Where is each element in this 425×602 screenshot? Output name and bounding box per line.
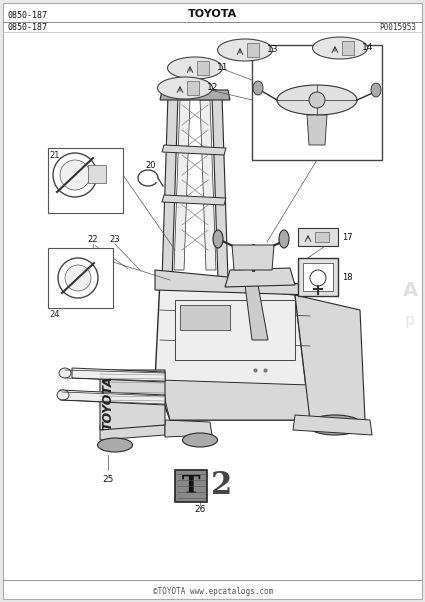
Bar [303,263,333,291]
Bar [197,61,209,75]
Text: 20: 20 [145,161,156,170]
Bar [180,305,230,330]
Ellipse shape [182,433,218,447]
Polygon shape [72,368,165,382]
Text: TOYOTA: TOYOTA [188,9,238,19]
Text: 17: 17 [342,232,353,241]
Ellipse shape [371,83,381,97]
Polygon shape [200,100,216,270]
Text: 21: 21 [49,151,60,160]
Ellipse shape [308,415,363,435]
Text: 14: 14 [362,43,374,52]
Ellipse shape [213,230,223,248]
Text: TOYOTA: TOYOTA [102,376,114,430]
Circle shape [53,153,97,197]
Polygon shape [155,280,310,420]
Bar [252,45,382,160]
Bar [48,148,123,213]
Text: 0850-187: 0850-187 [8,22,48,31]
Polygon shape [162,145,226,155]
Bar [48,248,113,308]
Polygon shape [307,115,327,145]
Circle shape [309,92,325,108]
Bar [247,43,259,57]
Polygon shape [165,420,212,437]
Polygon shape [160,380,310,420]
Text: 0850-187: 0850-187 [8,11,48,20]
Polygon shape [295,295,365,420]
Ellipse shape [312,37,368,59]
Text: P0015953: P0015953 [379,22,416,31]
Polygon shape [60,390,165,405]
Polygon shape [100,370,165,430]
Circle shape [58,258,98,298]
Bar [315,232,329,242]
Text: p: p [405,312,415,327]
Text: 11: 11 [217,63,229,72]
Text: 25: 25 [102,476,113,485]
Text: 24: 24 [49,310,60,319]
Bar [88,165,106,183]
Bar [175,470,207,502]
Polygon shape [155,270,310,295]
Text: 12: 12 [207,84,218,93]
Ellipse shape [218,39,272,61]
Polygon shape [232,245,274,270]
Text: 26: 26 [194,506,206,515]
Bar [187,81,199,95]
Polygon shape [212,95,228,280]
Circle shape [65,265,91,291]
Text: 23: 23 [110,235,120,244]
Text: ©TOYOTA www.epcatalogs.com: ©TOYOTA www.epcatalogs.com [153,588,273,597]
Ellipse shape [97,438,133,452]
Polygon shape [162,195,226,205]
Text: 2: 2 [211,471,232,501]
Polygon shape [225,268,295,287]
Text: 22: 22 [88,235,98,244]
Ellipse shape [167,57,223,79]
Ellipse shape [253,81,263,95]
Ellipse shape [57,390,69,400]
Bar [175,300,295,360]
Polygon shape [293,415,372,435]
Polygon shape [245,285,268,340]
Text: 18: 18 [342,273,353,282]
Polygon shape [160,90,230,100]
Polygon shape [162,95,178,280]
Polygon shape [100,425,165,440]
Text: A: A [402,281,417,300]
Bar [298,258,338,296]
Circle shape [310,270,326,286]
Polygon shape [174,100,190,270]
Ellipse shape [158,77,212,99]
Text: 13: 13 [267,46,278,55]
Ellipse shape [59,368,71,378]
Text: T: T [182,474,200,498]
Ellipse shape [279,230,289,248]
Bar [298,228,338,246]
Bar [342,41,354,55]
Ellipse shape [277,85,357,115]
Circle shape [60,160,90,190]
